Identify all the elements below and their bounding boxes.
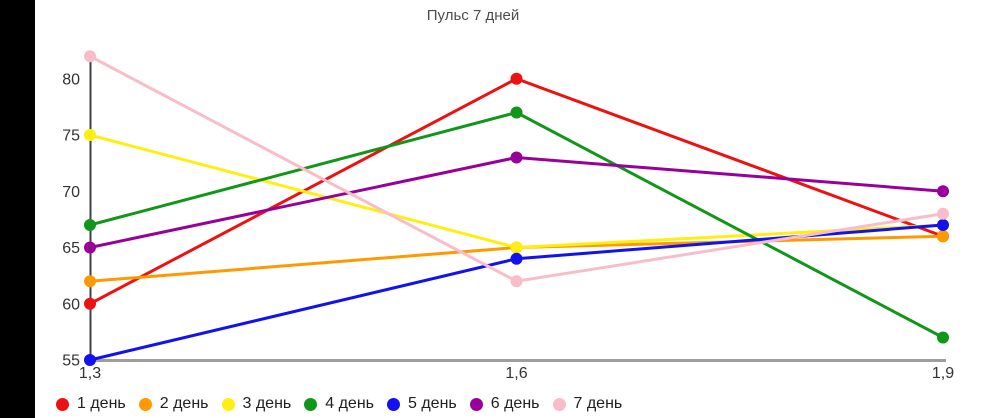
legend-swatch-icon bbox=[387, 397, 400, 411]
x-axis-tick-label: 1,3 bbox=[79, 365, 101, 382]
legend-label: 3 день bbox=[242, 395, 292, 412]
chart-title: Пульс 7 дней bbox=[426, 7, 520, 24]
x-axis-tick-label: 1,9 bbox=[932, 365, 954, 382]
y-axis-tick-label: 65 bbox=[62, 240, 80, 257]
legend-label: 4 день bbox=[325, 395, 374, 412]
legend-swatch-icon bbox=[552, 397, 566, 411]
legend-swatch-icon bbox=[469, 397, 483, 411]
letterbox-strip bbox=[0, 0, 35, 418]
data-point bbox=[937, 230, 949, 243]
data-point bbox=[937, 185, 949, 198]
data-point bbox=[84, 129, 96, 141]
y-axis-tick-label: 70 bbox=[62, 184, 80, 201]
legend-swatch-icon bbox=[221, 397, 235, 411]
legend-item: 5 день bbox=[387, 395, 457, 413]
y-axis-tick-label: 55 bbox=[62, 353, 80, 370]
data-point bbox=[510, 241, 523, 254]
data-point bbox=[937, 219, 949, 231]
data-point bbox=[84, 354, 96, 366]
data-point bbox=[84, 219, 96, 231]
data-point bbox=[937, 331, 949, 344]
data-point bbox=[84, 275, 96, 288]
legend-item: 1 день bbox=[56, 395, 126, 413]
chart-legend: 1 день 2 день 3 день 4 день 5 день 6 день 7 де… bbox=[56, 394, 622, 414]
legend-label: 6 день bbox=[490, 395, 540, 412]
y-axis-tick-label: 80 bbox=[62, 71, 80, 88]
data-point bbox=[510, 106, 523, 119]
data-point bbox=[84, 50, 96, 63]
x-axis-tick-label: 1,6 bbox=[505, 365, 527, 382]
legend-item: 6 день bbox=[469, 395, 540, 413]
legend-label: 2 день bbox=[159, 395, 209, 412]
data-point bbox=[510, 252, 523, 265]
legend-label: 7 день bbox=[573, 395, 623, 412]
legend-swatch-icon bbox=[138, 397, 152, 411]
legend-swatch-icon bbox=[56, 397, 69, 411]
data-point bbox=[510, 275, 523, 288]
legend-label: 5 день bbox=[408, 395, 457, 412]
legend-label: 1 день bbox=[77, 395, 126, 412]
data-point bbox=[510, 151, 523, 164]
series-line bbox=[88, 110, 945, 339]
legend-item: 3 день bbox=[221, 395, 292, 413]
data-point bbox=[510, 72, 523, 85]
data-point bbox=[84, 241, 96, 254]
legend-item: 2 день bbox=[138, 395, 209, 413]
y-axis-tick-label: 60 bbox=[62, 296, 80, 313]
data-point bbox=[84, 297, 96, 310]
y-axis-tick-label: 75 bbox=[62, 128, 80, 145]
data-point bbox=[937, 207, 949, 220]
legend-item: 4 день bbox=[304, 395, 374, 413]
legend-item: 7 день bbox=[552, 395, 623, 413]
legend-swatch-icon bbox=[304, 397, 318, 411]
